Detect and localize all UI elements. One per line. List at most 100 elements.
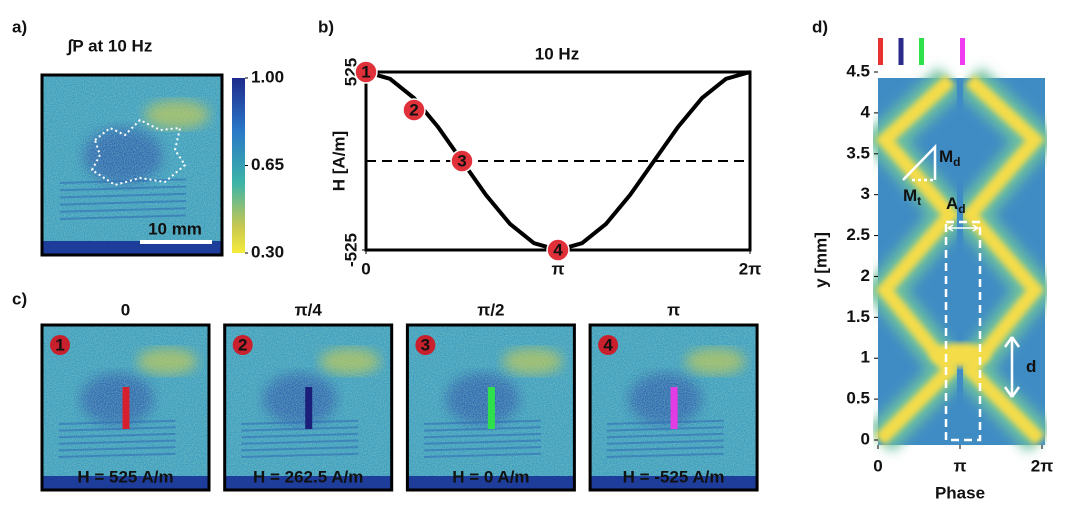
image-stripe [606,439,724,445]
phase-bar [122,387,130,429]
x-axis-label: Phase [935,483,985,502]
image-stripe [606,432,724,439]
annotation-text: M [903,186,917,205]
image-frame [588,323,759,492]
image-bottom [224,476,392,490]
phase-marker [960,38,965,65]
frame-title: π [667,300,680,319]
x-tick-label: 0 [873,456,882,475]
annotation-text: A [946,194,958,213]
image-stripe [58,432,176,439]
image-stripe [59,214,187,220]
annotation-text: M [939,147,953,166]
frame-title: 0 [121,300,130,319]
image-stripe [606,419,724,425]
colorbar-tick-label: 0.65 [251,155,284,174]
y-tick-label: 4.5 [846,61,870,80]
x-tick-label: π [953,456,966,475]
step-badge-label: 4 [603,335,613,354]
image-stripe [241,446,359,452]
y-tick-label: -525 [341,233,360,267]
annotation-subscript: t [917,194,921,208]
step-marker [450,149,474,173]
annotation-subscript: d [958,202,965,216]
annotation-arrow [1003,336,1021,398]
image-stripe [59,200,187,206]
step-marker-label: 1 [361,62,370,81]
annotation-box [944,220,982,442]
heatmap-ridge [960,74,1045,445]
step-badge [50,335,70,355]
phase-marker [919,38,924,65]
image-frame [40,323,211,492]
step-marker [354,60,378,84]
y-axis-label: H [A/m] [329,131,348,191]
image-stripe [59,192,187,199]
y-tick-label: 3 [861,184,870,203]
image-stripe [424,419,542,425]
phase-marker [898,38,904,65]
step-marker [402,98,426,122]
image-stripe [424,432,542,439]
image-stripe [424,446,542,452]
annotation: Ad [946,194,966,216]
panel-label: d) [812,17,828,36]
step-badge-label: 3 [421,335,430,354]
frame-title: π/4 [295,300,323,319]
image-stripe [58,452,176,458]
step-marker-label: 3 [457,151,466,170]
image-stripe [424,452,542,458]
x-tick-label: 0 [361,259,370,278]
y-tick-label: 2 [861,266,870,285]
colorbar [232,78,245,253]
image-stripe [58,419,176,425]
scale-bar-label: 10 mm [148,219,202,238]
image-stripe [59,185,187,192]
step-marker-label: 4 [553,240,563,259]
image-bottom [407,476,575,490]
image-stripe [424,439,542,445]
panel-label: b) [318,17,334,36]
phase-bar [670,387,678,429]
frame-title: π/2 [477,300,504,319]
annotation-text: d [1026,357,1036,376]
x-tick-label: π [551,259,564,278]
annotation-line [902,143,937,181]
y-tick-label: 525 [341,58,360,86]
image-stripe [58,426,176,432]
heatmap-ridge [875,74,960,445]
image-stripe [241,419,359,425]
y-tick-label: 0.5 [846,389,870,408]
annotation-subscript: d [953,155,960,169]
panel-label: c) [12,289,27,308]
image-stripe [424,426,542,432]
y-tick-label: 3.5 [846,143,870,162]
region-outline [90,118,187,187]
step-badge [598,335,619,355]
image-bottom [590,476,758,490]
phase-marker [878,38,883,65]
annotation: Mt [903,186,921,208]
y-tick-label: 4 [861,102,871,121]
annotation-arrow [947,224,979,232]
phase-bar [487,387,495,429]
image-bottom [42,476,209,490]
step-marker-label: 2 [409,100,418,119]
y-axis-label: y [mm] [811,232,830,288]
colorbar-tick-label: 0.30 [251,242,284,261]
image-stripe [241,439,359,445]
image-frame [223,323,394,492]
step-badge-label: 2 [238,335,247,354]
image-stripe [58,439,176,445]
annotation: Md [939,147,961,169]
frame-label: H = 0 A/m [452,467,529,486]
image-bottom [42,241,222,255]
image-stripe [606,446,724,452]
image-noise [42,75,222,255]
phase-bar [305,387,313,429]
colorbar-tick-label: 1.00 [251,67,284,86]
x-tick-label: 2π [1031,456,1053,475]
x-tick-label: 2π [739,259,761,278]
image-stripe [241,426,359,432]
